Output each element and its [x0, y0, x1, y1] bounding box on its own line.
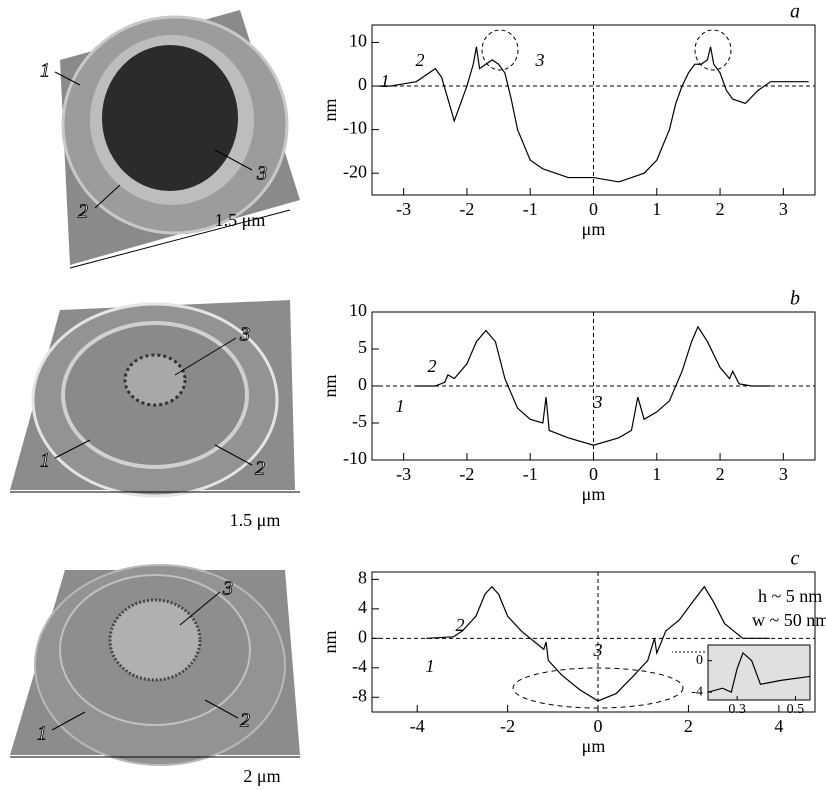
highlight — [695, 30, 731, 70]
y-tick-label: 0 — [696, 653, 703, 668]
annotation: 1 — [381, 71, 390, 91]
x-tick-label: 2 — [716, 464, 725, 484]
panel-letter: c — [791, 548, 800, 570]
y-tick-label: -10 — [343, 448, 367, 468]
x-tick-label: 0 — [589, 464, 598, 484]
y-tick-label: -5 — [352, 411, 367, 431]
annotation: 3 — [593, 640, 603, 660]
scale-label: 1.5 μm — [230, 510, 281, 530]
scale-label: 2 μm — [243, 766, 280, 786]
y-tick-label: -20 — [343, 161, 367, 181]
annotation: w ~ 50 nm — [752, 610, 826, 630]
image-label: 2 — [78, 201, 88, 223]
y-tick-label: -8 — [352, 685, 367, 705]
panel-letter: b — [790, 288, 800, 310]
figure: 1231.5 μm3121.5 μm3122 μm-3-2-10123-20-1… — [0, 0, 826, 790]
x-axis-label: μm — [582, 219, 606, 239]
x-tick-label: 4 — [774, 716, 783, 736]
image-label: 1 — [40, 60, 50, 82]
y-tick-label: -4 — [691, 684, 703, 699]
y-tick-label: 0 — [358, 626, 367, 646]
panel-letter: a — [790, 1, 800, 23]
x-tick-label: -2 — [500, 716, 515, 736]
y-axis-label: nm — [320, 374, 340, 397]
x-tick-label: 0.5 — [787, 702, 805, 717]
y-tick-label: 0 — [358, 74, 367, 94]
x-axis-label: μm — [582, 736, 606, 756]
afm-image-c — [10, 565, 300, 765]
image-label: 1 — [37, 723, 47, 745]
highlight — [482, 30, 518, 70]
x-tick-label: -2 — [459, 199, 474, 219]
y-axis-label: nm — [320, 630, 340, 653]
x-tick-label: -1 — [523, 464, 538, 484]
x-tick-label: 1 — [652, 199, 661, 219]
scale-label: 1.5 μm — [215, 210, 266, 230]
x-tick-label: 0.3 — [728, 702, 746, 717]
annotation: 3 — [593, 392, 603, 412]
x-tick-label: -3 — [396, 464, 411, 484]
annotation: 2 — [416, 50, 425, 70]
chart: -4 -2 0 2 4 -8 -4 0 4 8 μm nm c 1 2 3 h ~ 5 nm w ~ 50 nm 0… — [320, 548, 826, 757]
x-tick-label: 2 — [684, 716, 693, 736]
y-tick-label: 8 — [358, 567, 367, 587]
x-tick-label: 1 — [652, 464, 661, 484]
x-tick-label: 2 — [716, 199, 725, 219]
x-tick-label: -4 — [410, 716, 425, 736]
annotation: 2 — [428, 356, 437, 376]
x-tick-label: 0 — [594, 716, 603, 736]
y-axis-label: nm — [320, 98, 340, 121]
x-tick-label: -3 — [396, 199, 411, 219]
y-tick-label: 0 — [358, 374, 367, 394]
x-tick-label: -1 — [523, 199, 538, 219]
y-tick-label: 10 — [349, 31, 367, 51]
annotation: 3 — [535, 50, 545, 70]
y-tick-label: 4 — [358, 597, 367, 617]
image-label: 2 — [255, 458, 265, 480]
image-label: 3 — [239, 324, 250, 346]
x-tick-label: 3 — [779, 199, 788, 219]
image-label: 3 — [222, 578, 233, 600]
y-tick-label: -4 — [352, 656, 367, 676]
annotation: 2 — [456, 615, 465, 635]
annotation: 1 — [396, 396, 405, 416]
x-tick-label: 3 — [779, 464, 788, 484]
annotation: h ~ 5 nm — [758, 586, 822, 606]
image-label: 1 — [40, 450, 50, 472]
image-label: 3 — [256, 163, 267, 185]
x-tick-label: -2 — [459, 464, 474, 484]
y-tick-label: -10 — [343, 118, 367, 138]
x-axis-label: μm — [582, 484, 606, 504]
y-tick-label: 10 — [349, 300, 367, 320]
image-label: 2 — [240, 710, 250, 732]
inset-frame — [708, 645, 810, 700]
y-tick-label: 5 — [358, 337, 367, 357]
x-tick-label: 0 — [589, 199, 598, 219]
annotation: 1 — [426, 656, 435, 676]
